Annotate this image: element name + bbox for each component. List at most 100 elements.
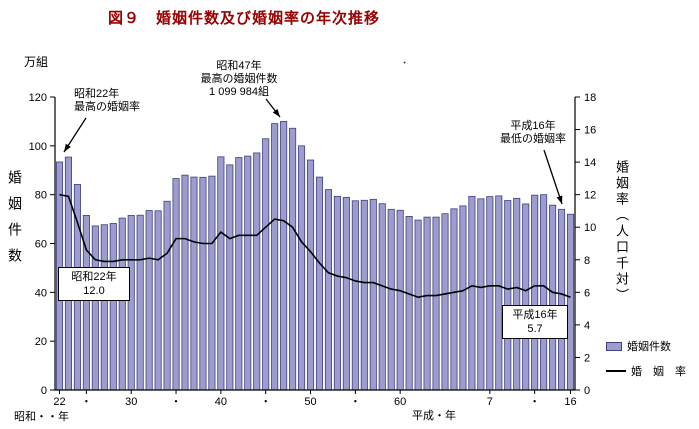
bar-1994 bbox=[477, 198, 485, 391]
bar-1974 bbox=[298, 145, 306, 391]
rate-start-box-line2: 12.0 bbox=[83, 285, 105, 297]
bar-1986 bbox=[405, 215, 413, 391]
left-axis-tick-label: 100 bbox=[29, 141, 47, 153]
left-axis-tick-label: 80 bbox=[35, 190, 47, 202]
bar-1958 bbox=[154, 210, 162, 391]
x-axis-era-label-heisei: 平成・年 bbox=[412, 410, 456, 422]
marriage-rate-series bbox=[59, 193, 571, 299]
bar-1957 bbox=[145, 210, 153, 391]
x-axis-tick-label: 40 bbox=[215, 396, 227, 408]
legend: 婚姻件数 婚 姻 率 bbox=[606, 338, 686, 388]
bar-2000 bbox=[531, 194, 539, 391]
arrow-lowest-rate bbox=[543, 149, 563, 205]
left-axis-tick-label: 120 bbox=[29, 92, 47, 104]
x-axis-tick-label: 22 bbox=[53, 396, 65, 408]
rate-line-swatch-icon bbox=[606, 370, 626, 372]
x-axis-tick-label: 16 bbox=[564, 396, 576, 408]
right-axis-tick-label: 4 bbox=[584, 320, 590, 332]
bar-1959 bbox=[163, 200, 171, 391]
bar-1954 bbox=[118, 217, 126, 391]
legend-row-marriages: 婚姻件数 bbox=[606, 338, 686, 354]
bar-1955 bbox=[127, 215, 135, 391]
x-axis-tick-label: ・ bbox=[529, 396, 540, 408]
bar-1990 bbox=[441, 213, 449, 391]
bar-1981 bbox=[360, 199, 368, 391]
arrow-highest-count bbox=[265, 98, 281, 118]
right-axis-tick-label: 18 bbox=[584, 92, 596, 104]
x-axis-tick-label: 7 bbox=[487, 396, 493, 408]
bar-1987 bbox=[414, 219, 422, 391]
x-axis-tick-label: ・ bbox=[350, 396, 361, 408]
annotation-highest-rate: 昭和22年 最高の婚姻率 bbox=[74, 88, 140, 114]
bar-1970 bbox=[262, 138, 270, 391]
annotation-highest-count-line1: 昭和47年 bbox=[216, 60, 262, 72]
right-axis-tick-label: 8 bbox=[584, 255, 590, 267]
bar-1968 bbox=[244, 155, 252, 391]
rate-end-box-line2: 5.7 bbox=[527, 323, 543, 335]
bar-1966 bbox=[226, 164, 234, 391]
annotation-lowest-rate: 平成16年 最低の婚姻率 bbox=[478, 120, 588, 146]
x-axis-tick-label: ・ bbox=[81, 396, 92, 408]
bar-1975 bbox=[306, 159, 315, 391]
x-axis-era-label-showa: 昭和・・年 bbox=[14, 411, 69, 423]
bar-1982 bbox=[369, 198, 377, 391]
bar-1997 bbox=[504, 200, 512, 391]
annotation-lowest-rate-line1: 平成16年 bbox=[510, 120, 556, 132]
bar-1977 bbox=[324, 189, 332, 391]
bar-1983 bbox=[378, 203, 386, 391]
legend-row-rate: 婚 姻 率 bbox=[606, 363, 686, 379]
bar-2002 bbox=[549, 204, 557, 391]
rate-start-value-box: 昭和22年 12.0 bbox=[58, 267, 130, 301]
chart-title: 図９ 婚姻件数及び婚姻率の年次推移 bbox=[108, 10, 381, 27]
x-axis-tick-label: 60 bbox=[394, 396, 406, 408]
annotation-arrows bbox=[63, 98, 563, 205]
bar-1953 bbox=[109, 223, 117, 391]
legend-bar-label: 婚姻件数 bbox=[627, 341, 671, 353]
bar-1999 bbox=[522, 203, 530, 391]
bar-1996 bbox=[495, 195, 503, 391]
legend-line-label: 婚 姻 率 bbox=[631, 366, 686, 378]
bar-1951 bbox=[91, 225, 99, 391]
right-axis-tick-label: 2 bbox=[584, 352, 590, 364]
bar-1952 bbox=[100, 224, 108, 391]
marriages-bars-series bbox=[55, 121, 575, 391]
rate-end-box-line1: 平成16年 bbox=[512, 309, 558, 321]
bar-1960 bbox=[172, 178, 180, 391]
right-axis-tick-label: 16 bbox=[584, 125, 596, 137]
annotation-highest-rate-line1: 昭和22年 bbox=[74, 88, 120, 100]
x-axis-tick-label: 50 bbox=[304, 396, 316, 408]
bar-1969 bbox=[253, 152, 261, 391]
bar-1973 bbox=[289, 127, 297, 391]
bar-2001 bbox=[540, 194, 548, 391]
bar-1985 bbox=[396, 209, 404, 391]
bar-1961 bbox=[181, 174, 189, 391]
left-axis-tick-label: 60 bbox=[35, 239, 47, 251]
bar-2003 bbox=[558, 208, 566, 391]
bar-1965 bbox=[217, 156, 225, 391]
annotation-highest-count-line3: 1 099 984組 bbox=[209, 86, 269, 98]
bar-1978 bbox=[333, 195, 341, 391]
arrow-highest-rate bbox=[63, 117, 87, 153]
bar-1976 bbox=[315, 176, 324, 391]
x-axis-tick-label: ・ bbox=[260, 396, 271, 408]
bar-1972 bbox=[280, 121, 288, 391]
x-axis-tick-label: 30 bbox=[125, 396, 137, 408]
bar-1963 bbox=[199, 176, 207, 391]
bar-1995 bbox=[486, 196, 494, 391]
annotation-highest-count-line2: 最高の婚姻件数 bbox=[200, 73, 278, 85]
bar-1998 bbox=[513, 197, 521, 391]
marriage-rate-line bbox=[59, 193, 571, 299]
bar-1989 bbox=[432, 216, 440, 391]
annotation-lowest-rate-line2: 最低の婚姻率 bbox=[500, 133, 566, 145]
bar-1993 bbox=[468, 195, 476, 391]
left-axis-unit-label: 万組 bbox=[24, 55, 49, 69]
left-axis-tick-label: 40 bbox=[35, 287, 47, 299]
bar-1962 bbox=[190, 176, 198, 391]
bar-1984 bbox=[387, 208, 395, 391]
right-axis-tick-label: 6 bbox=[584, 287, 590, 299]
bar-1956 bbox=[136, 214, 144, 391]
right-axis-title: 婚姻率（人口千対） bbox=[614, 160, 629, 304]
x-axis-tick-label: ・ bbox=[171, 396, 182, 408]
